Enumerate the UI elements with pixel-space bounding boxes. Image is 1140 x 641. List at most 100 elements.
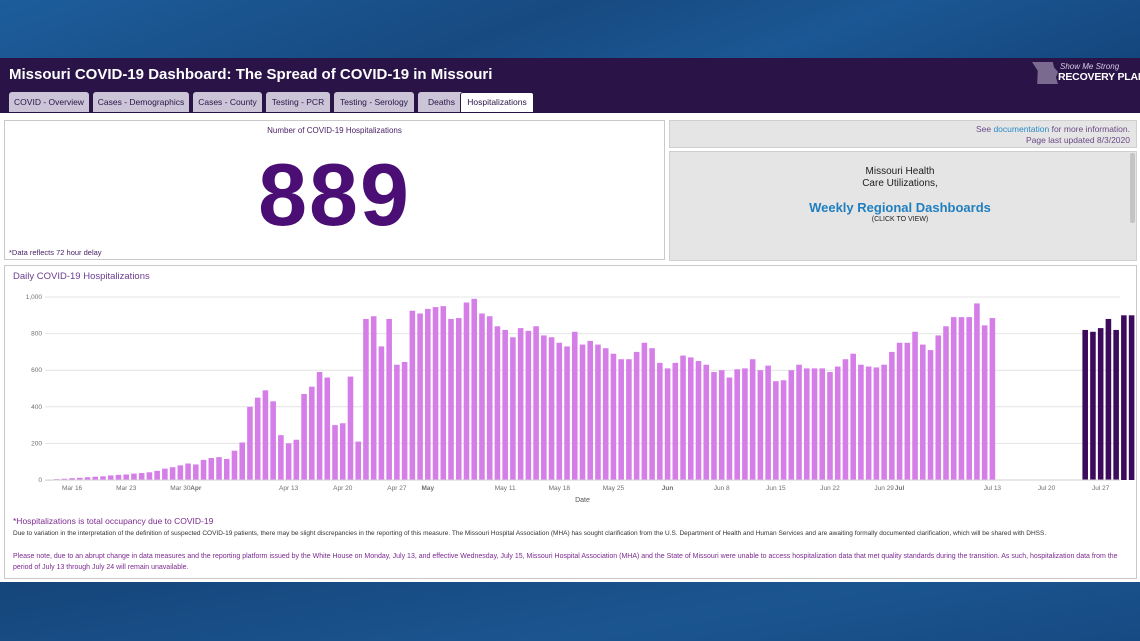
weekly-dashboards-card[interactable]: Missouri Health Care Utilizations, Weekl… xyxy=(669,151,1137,261)
bar xyxy=(1128,315,1135,480)
bar xyxy=(84,477,91,480)
bar xyxy=(378,346,385,480)
bar xyxy=(873,367,880,480)
x-tick-label: Mar 23 xyxy=(116,485,137,492)
tab-hospitalizations[interactable]: Hospitalizations xyxy=(460,92,534,113)
bar xyxy=(409,310,416,480)
x-tick-label: Jun xyxy=(662,485,674,492)
bar xyxy=(471,298,478,480)
bar xyxy=(223,458,230,480)
bar xyxy=(486,316,493,480)
bar xyxy=(827,372,833,480)
bar xyxy=(332,425,338,480)
x-tick-label: May 11 xyxy=(495,485,516,492)
logo-name: RECOVERY PLAN xyxy=(1058,71,1140,83)
bar xyxy=(386,318,392,480)
tab-testing-pcr[interactable]: Testing - PCR xyxy=(266,92,330,112)
bar xyxy=(208,458,215,480)
x-tick-label: Apr xyxy=(190,485,202,492)
bar xyxy=(370,316,377,480)
bar xyxy=(432,307,439,480)
daily-hospitalizations-chart: 0 200 400 600 800 1,000 Mar 16 Mar 23 Mar 30 Apr A… xyxy=(26,294,1135,504)
bar xyxy=(339,423,346,480)
bar xyxy=(517,328,524,480)
bar xyxy=(687,357,694,480)
kpi-title: Number of COVID-19 Hospitalizations xyxy=(267,126,402,135)
bar xyxy=(796,364,802,480)
tab-testing-serology[interactable]: Testing - Serology xyxy=(334,92,414,112)
x-tick-label: Apr 20 xyxy=(333,485,353,492)
see-text: See xyxy=(975,124,994,134)
bar xyxy=(904,342,911,480)
bar xyxy=(285,443,292,480)
bar xyxy=(881,364,887,480)
kpi-note: *Data reflects 72 hour delay xyxy=(9,248,102,257)
y-tick-label: 600 xyxy=(31,367,42,374)
card-scrollbar[interactable] xyxy=(1130,153,1135,223)
bar xyxy=(626,359,632,480)
daily-hospitalizations-chart-panel: Daily COVID-19 Hospitalizations 0 200 400 6… xyxy=(4,265,1137,579)
bar xyxy=(672,362,679,480)
bar xyxy=(231,450,238,480)
bar xyxy=(177,465,184,480)
bar xyxy=(958,317,965,480)
bar xyxy=(657,362,663,480)
bar xyxy=(804,368,810,480)
bar xyxy=(649,348,655,480)
bar xyxy=(525,330,532,480)
bar xyxy=(981,325,988,480)
bar xyxy=(440,306,447,480)
x-tick-label: May xyxy=(421,485,434,492)
bar xyxy=(757,370,764,480)
bar xyxy=(100,476,106,480)
bar xyxy=(494,326,501,480)
bar xyxy=(703,364,710,480)
bar xyxy=(92,476,99,480)
bar xyxy=(664,368,671,480)
bar xyxy=(896,342,903,480)
tab-cases-demographics[interactable]: Cases - Demographics xyxy=(93,92,189,112)
bar xyxy=(107,475,114,480)
bar xyxy=(355,441,362,480)
bar xyxy=(502,329,508,480)
documentation-link[interactable]: documentation xyxy=(993,124,1050,134)
missouri-map-icon xyxy=(1032,62,1058,84)
bar xyxy=(595,344,601,480)
bar xyxy=(587,340,594,480)
bar xyxy=(61,478,68,480)
bar xyxy=(564,346,570,480)
bar xyxy=(154,470,160,480)
x-tick-label: Jul 27 xyxy=(1092,485,1110,492)
bar xyxy=(1090,331,1096,480)
logo-tagline: Show Me Strong xyxy=(1060,62,1120,71)
bar xyxy=(610,353,617,480)
bar xyxy=(123,474,129,480)
bar xyxy=(641,342,648,480)
click-to-view: (CLICK TO VIEW) xyxy=(871,216,929,223)
tab-deaths[interactable]: Deaths xyxy=(418,92,465,112)
recovery-plan-logo[interactable]: Show Me Strong RECOVERY PLAN xyxy=(1032,62,1140,86)
bar xyxy=(889,351,895,480)
more-info-text: for more information. xyxy=(1049,124,1130,134)
bar xyxy=(293,439,300,480)
weekly-dashboards-link[interactable]: Weekly Regional Dashboards xyxy=(809,200,991,215)
x-tick-label: Mar 30 xyxy=(170,485,191,492)
bar xyxy=(780,380,787,480)
bar xyxy=(510,337,516,480)
bar xyxy=(773,381,779,480)
bar xyxy=(850,353,856,480)
kpi-value: 889 xyxy=(258,145,411,244)
bar xyxy=(920,344,926,480)
x-tick-label: Apr 13 xyxy=(279,485,299,492)
bar xyxy=(579,344,586,480)
x-tick-label: Jul 13 xyxy=(984,485,1002,492)
dashboard-header: Missouri COVID-19 Dashboard: The Spread … xyxy=(0,58,1140,113)
tab-cases-county[interactable]: Cases - County xyxy=(193,92,262,112)
y-tick-label: 1,000 xyxy=(26,294,43,301)
hospitalizations-kpi-panel: Number of COVID-19 Hospitalizations 889 … xyxy=(4,120,665,260)
bar xyxy=(69,478,75,480)
bar xyxy=(633,351,640,480)
bar xyxy=(950,317,957,480)
y-tick-label: 800 xyxy=(31,331,42,338)
tab-covid-overview[interactable]: COVID - Overview xyxy=(9,92,89,112)
